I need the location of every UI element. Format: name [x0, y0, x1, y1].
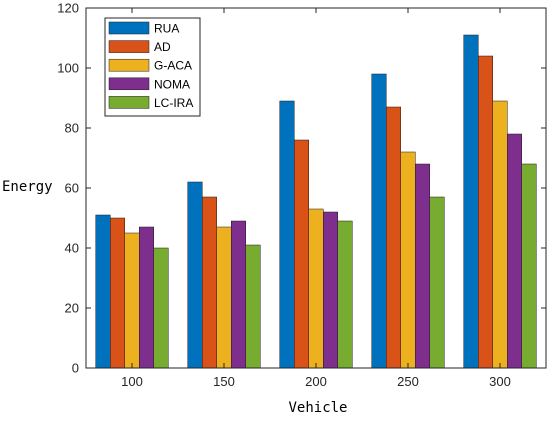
legend-swatch-ad [108, 40, 150, 53]
y-tick-label: 120 [57, 1, 79, 16]
legend-label-rua: RUA [154, 22, 179, 36]
x-tick-label: 150 [213, 374, 235, 389]
y-axis-label: Energy [2, 179, 53, 195]
x-axis: 100 150 200 250 300 [121, 8, 511, 389]
y-tick-label: 100 [57, 61, 79, 76]
bar-ad-300 [478, 55, 493, 369]
bar-rua-100 [95, 214, 111, 369]
y-tick-label: 40 [65, 241, 79, 256]
bar-g-aca-150 [216, 226, 232, 369]
bar-rua-250 [371, 73, 387, 369]
bar-rua-300 [463, 34, 479, 369]
bar-ad-100 [110, 217, 125, 369]
legend: RUA AD G-ACA NOMA LC-IRA [104, 17, 201, 117]
bar-ad-150 [202, 196, 217, 369]
legend-swatch-rua [108, 21, 150, 35]
bar-g-aca-300 [492, 100, 508, 369]
bar-ad-250 [386, 106, 401, 369]
bar-g-aca-100 [124, 232, 140, 369]
bar-lc-ira-100 [153, 247, 169, 369]
bar-noma-300 [507, 133, 522, 369]
y-tick-label: 80 [65, 121, 79, 136]
bar-noma-200 [323, 211, 338, 369]
x-tick-label: 200 [305, 374, 327, 389]
legend-label-lc-ira: LC-IRA [154, 96, 193, 110]
y-tick-label: 20 [65, 301, 79, 316]
bar-noma-250 [415, 163, 430, 369]
bar-g-aca-250 [400, 151, 416, 369]
bar-lc-ira-300 [521, 163, 537, 369]
legend-label-ad: AD [154, 40, 171, 54]
bar-lc-ira-150 [245, 244, 261, 369]
y-axis: 0 20 40 60 80 100 120 [57, 1, 546, 376]
x-tick-label: 300 [489, 374, 511, 389]
x-axis-label: Vehicle [288, 400, 347, 416]
bars-layer [95, 34, 537, 369]
bar-rua-150 [187, 181, 203, 369]
legend-label-g-aca: G-ACA [154, 59, 192, 73]
bar-noma-150 [231, 220, 246, 369]
y-tick-label: 60 [65, 181, 79, 196]
legend-swatch-noma [108, 77, 150, 91]
x-tick-label: 250 [397, 374, 419, 389]
legend-swatch-lc-ira [108, 96, 150, 109]
legend-swatch-g-aca [108, 58, 150, 72]
bar-lc-ira-200 [337, 220, 353, 369]
bar-noma-100 [139, 226, 154, 369]
bar-ad-200 [294, 139, 309, 369]
bar-lc-ira-250 [429, 196, 445, 369]
bar-g-aca-200 [308, 208, 324, 369]
x-tick-label: 100 [121, 374, 143, 389]
legend-label-noma: NOMA [154, 77, 190, 91]
bar-rua-200 [279, 100, 295, 369]
y-tick-label: 0 [72, 361, 79, 376]
